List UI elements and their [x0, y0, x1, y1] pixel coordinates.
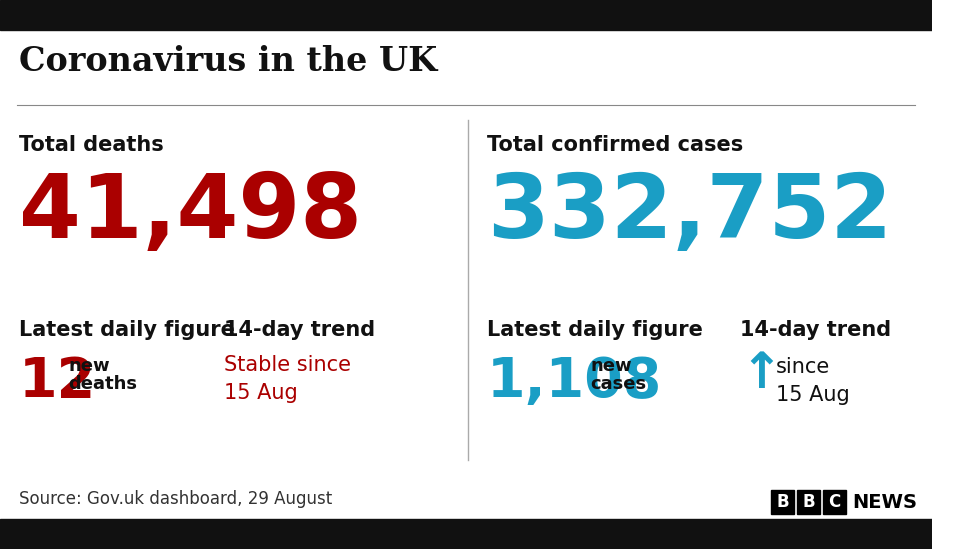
Text: new: new: [68, 357, 110, 375]
Text: B: B: [802, 493, 815, 511]
Text: ↑: ↑: [740, 350, 782, 398]
Text: Stable since
15 Aug: Stable since 15 Aug: [224, 355, 351, 403]
Text: 14-day trend: 14-day trend: [224, 320, 376, 340]
Text: Coronavirus in the UK: Coronavirus in the UK: [20, 45, 437, 78]
Text: 1,108: 1,108: [487, 355, 663, 409]
Text: Total confirmed cases: Total confirmed cases: [487, 135, 743, 155]
Bar: [0, 0, 932, 30]
Bar: [797, 490, 820, 514]
Text: 332,752: 332,752: [487, 170, 892, 257]
Text: 12: 12: [20, 355, 97, 409]
Text: Latest daily figure: Latest daily figure: [20, 320, 235, 340]
Text: Latest daily figure: Latest daily figure: [487, 320, 703, 340]
Bar: [823, 490, 846, 514]
Text: new: new: [590, 357, 631, 375]
Text: C: C: [829, 493, 840, 511]
Text: since
15 Aug: since 15 Aug: [776, 357, 850, 405]
Text: B: B: [777, 493, 790, 511]
Text: cases: cases: [590, 375, 646, 393]
Text: Total deaths: Total deaths: [20, 135, 164, 155]
Text: NEWS: NEWS: [853, 492, 917, 512]
Text: 41,498: 41,498: [20, 170, 362, 257]
Bar: [0, 519, 932, 549]
Bar: [771, 490, 794, 514]
Text: deaths: deaths: [68, 375, 138, 393]
Text: 14-day trend: 14-day trend: [740, 320, 891, 340]
Text: Source: Gov.uk dashboard, 29 August: Source: Gov.uk dashboard, 29 August: [20, 490, 333, 508]
